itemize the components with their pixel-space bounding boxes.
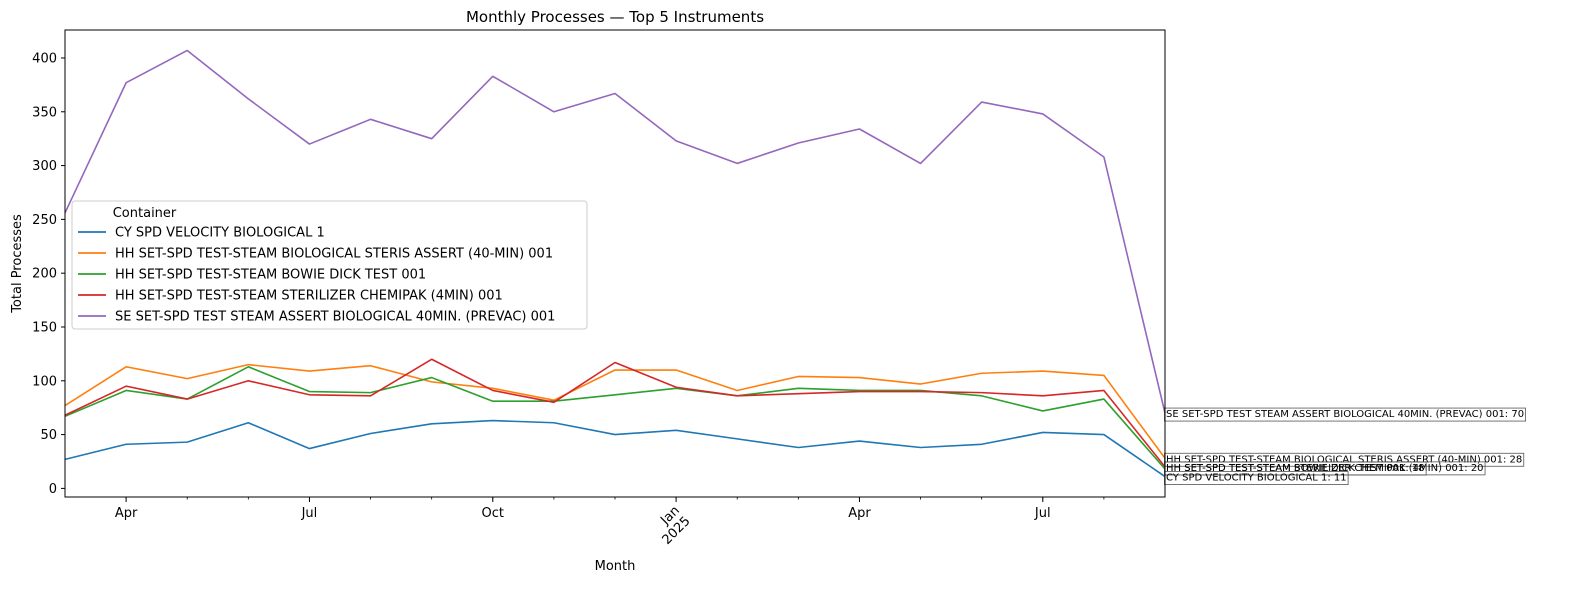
annotation-text: SE SET-SPD TEST STEAM ASSERT BIOLOGICAL … (1166, 409, 1524, 420)
annotation: CY SPD VELOCITY BIOLOGICAL 1: 11 (1164, 471, 1349, 485)
y-tick-label: 200 (32, 267, 57, 282)
series-line-1 (64, 363, 1166, 459)
plot-area: 0 50 100 150 200 250 300 350 400 Apr Jul Oct Jan2025… (32, 29, 1526, 548)
annotation-text: HH SET-SPD TEST-STEAM BOWIE DICK TEST 00… (1166, 463, 1425, 474)
series-line-2 (64, 365, 1166, 470)
annotation-text: CY SPD VELOCITY BIOLOGICAL 1: 11 (1166, 473, 1347, 484)
y-tick-label: 400 (32, 51, 57, 66)
legend-box (71, 200, 588, 330)
x-axis-label: Month (595, 559, 636, 574)
series-line-0 (64, 419, 1166, 478)
x-tick-label: Jul (1034, 506, 1051, 521)
y-tick-label: 300 (32, 159, 57, 174)
annotation-text: HH SET-SPD TEST-STEAM STERILIZER CHEMIPA… (1166, 463, 1484, 474)
series-line-3 (64, 358, 1166, 468)
y-tick-label: 100 (32, 374, 57, 389)
annotation: SE SET-SPD TEST STEAM ASSERT BIOLOGICAL … (1164, 407, 1526, 422)
legend-entry: HH SET-SPD TEST-STEAM BOWIE DICK TEST 00… (115, 268, 426, 283)
legend: Container CY SPD VELOCITY BIOLOGICAL 1 HH … (71, 200, 588, 330)
y-axis-label: Total Processes (10, 214, 25, 314)
legend-title: Container (113, 206, 177, 221)
y-tick-label: 350 (32, 105, 57, 120)
legend-entry: HH SET-SPD TEST-STEAM STERILIZER CHEMIPA… (115, 289, 503, 304)
x-tick-label: Apr (115, 506, 138, 521)
x-tick-label: Jul (301, 506, 318, 521)
legend-entry: SE SET-SPD TEST STEAM ASSERT BIOLOGICAL … (115, 310, 555, 325)
y-tick-label: 0 (49, 482, 57, 497)
y-tick-label: 250 (32, 213, 57, 228)
legend-entry: CY SPD VELOCITY BIOLOGICAL 1 (115, 226, 325, 241)
plot-frame (64, 29, 1166, 498)
y-tick-label: 50 (40, 428, 57, 443)
x-tick-label: Apr (848, 506, 871, 521)
x-tick-label: Jan2025 (649, 503, 694, 548)
chart-title: Monthly Processes — Top 5 Instruments (466, 8, 764, 26)
legend-entry: HH SET-SPD TEST-STEAM BIOLOGICAL STERIS … (115, 247, 553, 262)
y-tick-label: 150 (32, 320, 57, 335)
x-tick-label: Oct (482, 506, 504, 521)
annotation-text: HH SET-SPD TEST-STEAM BIOLOGICAL STERIS … (1166, 454, 1522, 465)
series-line-4 (64, 49, 1166, 414)
